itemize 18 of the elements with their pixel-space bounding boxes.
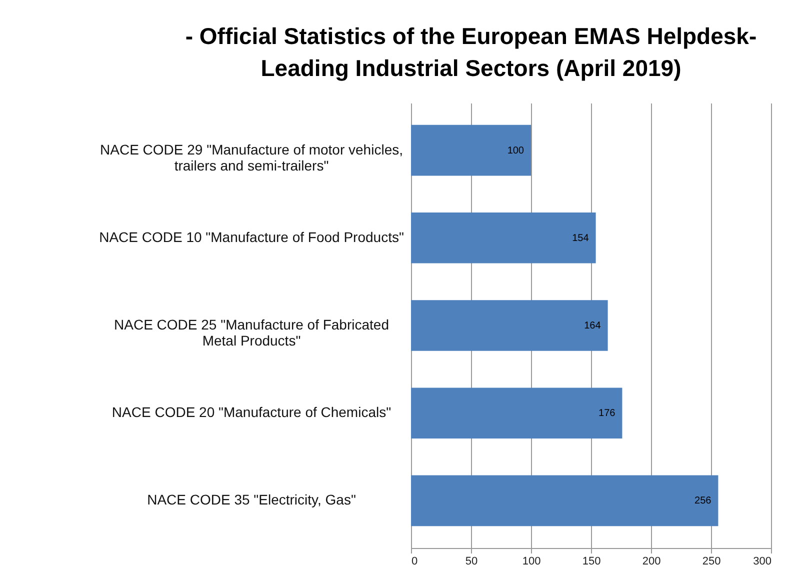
x-tick-label: 50 bbox=[465, 556, 478, 568]
chart-title: - Official Statistics of the European EMAS Helpdesk- Leading Industrial Sectors (April 2019) bbox=[185, 23, 757, 81]
x-tick-label: 100 bbox=[522, 556, 541, 568]
y-tick-label: NACE CODE 10 "Manufacture of Food Products" bbox=[99, 228, 404, 245]
y-tick-label: NACE CODE 20 "Manufacture of Chemicals" bbox=[112, 404, 392, 420]
x-tick-label: 250 bbox=[702, 556, 721, 568]
y-tick-label: NACE CODE 25 "Manufacture of Fabricated Metal Products" bbox=[114, 316, 389, 348]
x-tick-label: 0 bbox=[412, 556, 418, 568]
data-label: 154 bbox=[572, 232, 590, 244]
y-tick-label: NACE CODE 35 "Electricity, Gas" bbox=[147, 492, 356, 508]
x-tick-label: 150 bbox=[582, 556, 601, 568]
x-tick-label: 300 bbox=[753, 556, 772, 568]
data-label: 256 bbox=[694, 496, 712, 507]
y-tick-label: NACE CODE 29 "Manufacture of motor vehicles, trailers and semi-trailers" bbox=[100, 141, 403, 174]
data-label: 176 bbox=[598, 408, 616, 420]
data-label: 100 bbox=[507, 145, 524, 156]
data-label: 164 bbox=[584, 320, 602, 332]
x-tick-label: 200 bbox=[642, 556, 661, 568]
